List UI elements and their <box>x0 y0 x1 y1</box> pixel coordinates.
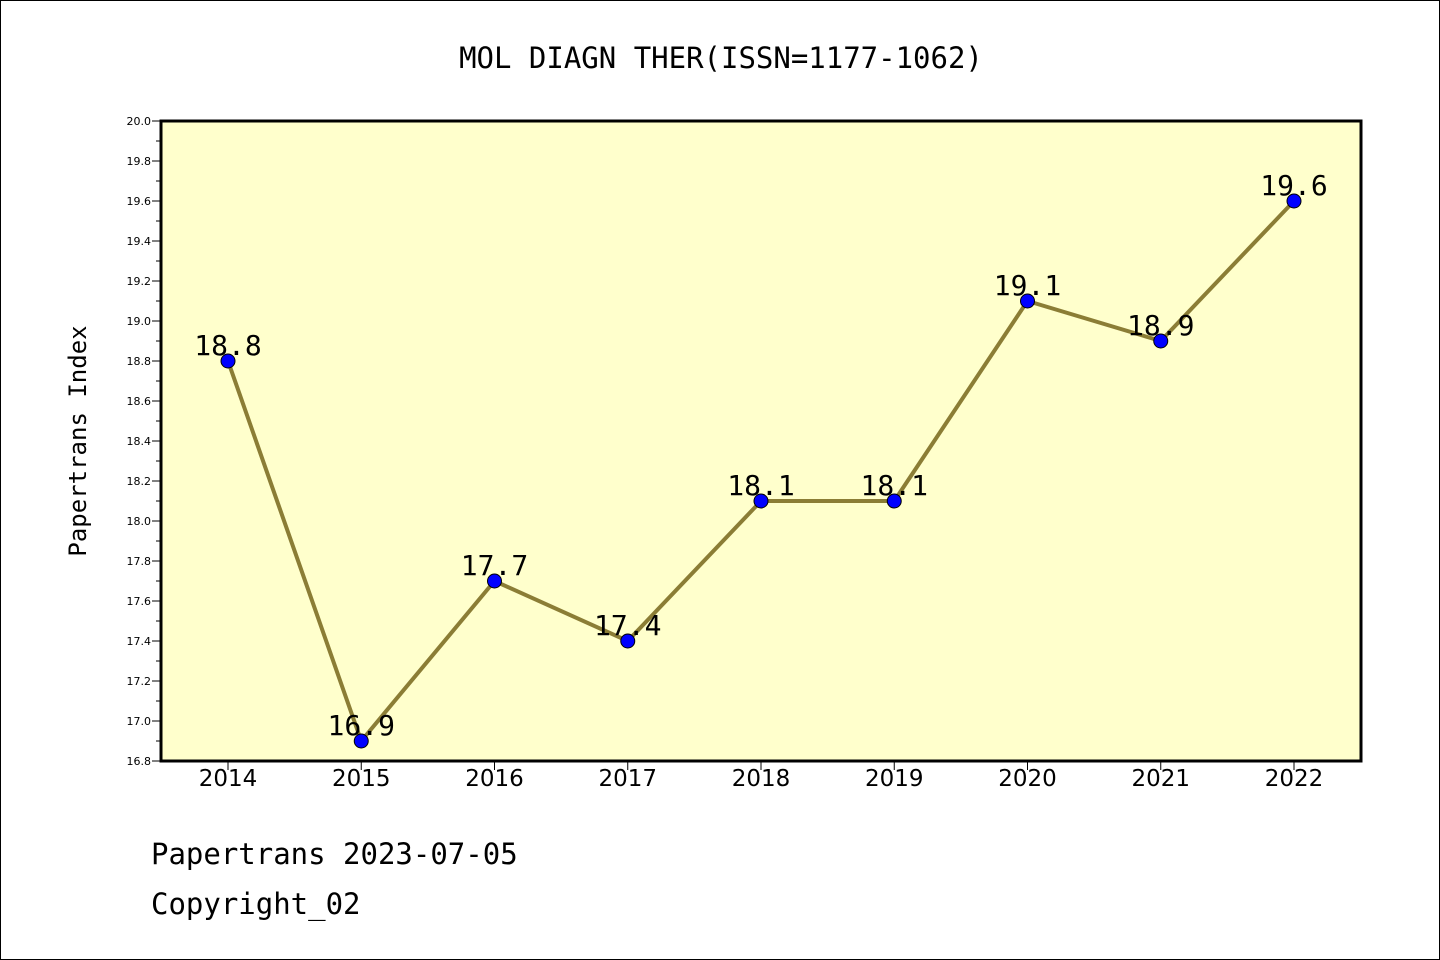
data-point-marker <box>1286 193 1302 209</box>
y-tick-label: 17.4 <box>127 635 152 648</box>
x-tick-label: 2014 <box>199 766 258 792</box>
x-tick-label: 2015 <box>332 766 391 792</box>
y-tick-label: 19.6 <box>127 195 152 208</box>
y-tick-label: 20.0 <box>127 115 152 128</box>
y-tick-label: 18.6 <box>127 395 152 408</box>
y-tick-label: 18.4 <box>127 435 152 448</box>
data-point-marker <box>753 493 769 509</box>
x-tick-label: 2020 <box>998 766 1057 792</box>
plot-area-frame <box>159 119 1363 763</box>
data-point-marker <box>1020 293 1035 309</box>
x-tick-label: 2018 <box>732 766 791 792</box>
footer-date-text: Papertrans 2023-07-05 <box>151 837 518 871</box>
y-tick-label: 18.8 <box>127 355 152 368</box>
footer-copyright-text: Copyright_02 <box>151 887 361 921</box>
data-point-marker <box>353 733 369 749</box>
y-tick-label: 18.0 <box>127 515 152 528</box>
y-tick-label: 19.0 <box>127 315 152 328</box>
data-point-marker <box>220 353 236 369</box>
y-tick-label: 19.2 <box>127 275 152 288</box>
data-point-marker <box>487 573 502 589</box>
chart-title: MOL DIAGN THER(ISSN=1177-1062) <box>459 41 983 75</box>
x-tick-label: 2022 <box>1265 766 1324 792</box>
x-tick-label: 2016 <box>465 766 524 792</box>
y-tick-label: 16.8 <box>127 755 152 768</box>
y-tick-label: 17.6 <box>127 595 152 608</box>
x-tick-label: 2021 <box>1131 766 1190 792</box>
y-tick-label: 19.8 <box>127 155 152 168</box>
y-axis-label: Papertrans Index <box>64 325 92 556</box>
x-tick-label: 2019 <box>865 766 924 792</box>
data-point-marker <box>886 493 902 509</box>
y-tick-label: 19.4 <box>127 235 152 248</box>
data-point-marker <box>620 633 636 649</box>
plot-area-background <box>161 121 1361 761</box>
y-tick-label: 17.8 <box>127 555 152 568</box>
y-tick-label: 17.0 <box>127 715 152 728</box>
data-point-marker <box>1153 333 1169 349</box>
y-tick-label: 18.2 <box>127 475 152 488</box>
y-tick-label: 17.2 <box>127 675 152 688</box>
x-tick-label: 2017 <box>598 766 657 792</box>
